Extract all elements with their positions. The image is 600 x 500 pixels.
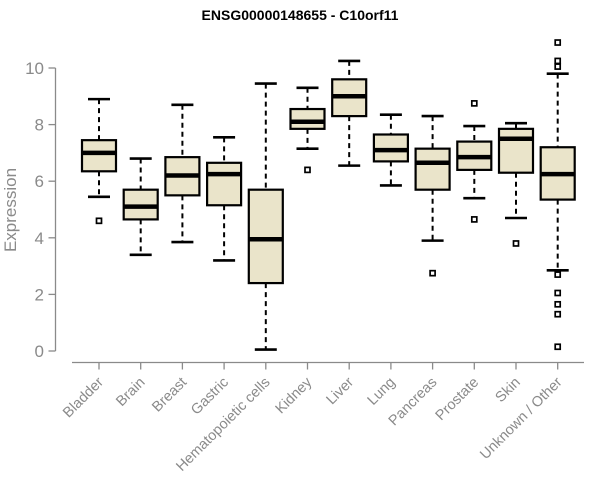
outlier-point (95, 217, 103, 225)
outlier-point (470, 100, 478, 107)
y-tick-label: 2 (35, 285, 44, 304)
outlier-point (470, 216, 478, 223)
outlier-point (554, 300, 562, 308)
iqr-box (497, 127, 535, 174)
box-unknown-other (539, 39, 576, 351)
outlier-point (554, 57, 562, 65)
x-category-label: Bladder (60, 374, 107, 421)
chart-title: ENSG00000148655 - C10orf11 (201, 7, 399, 23)
box-prostate (456, 100, 493, 223)
box-kidney (289, 86, 326, 174)
y-tick-label: 6 (35, 172, 44, 191)
box-skin (497, 121, 535, 247)
x-category-label: Kidney (273, 374, 316, 417)
y-tick-label: 4 (35, 229, 44, 248)
box-gastric (206, 136, 243, 262)
iqr-box (80, 139, 118, 173)
iqr-box (289, 107, 326, 130)
box-brain (122, 157, 159, 257)
box-hematopoietic-cells (247, 82, 284, 351)
outlier-point (554, 343, 562, 351)
iqr-box (206, 161, 243, 207)
outlier-point (554, 310, 562, 318)
x-category-label: Brain (113, 375, 148, 410)
y-axis-label: Expression (1, 168, 20, 252)
x-category-label: Liver (323, 374, 357, 408)
box-bladder (80, 97, 118, 225)
outlier-point (429, 269, 436, 277)
y-tick-label: 10 (25, 59, 44, 78)
box-lung (372, 113, 409, 187)
outlier-point (512, 240, 520, 247)
x-category-label: Skin (493, 375, 524, 406)
outlier-point (554, 271, 562, 278)
outlier-point (554, 289, 562, 297)
outlier-point (304, 166, 311, 174)
box-breast (164, 103, 201, 244)
iqr-box (247, 188, 284, 285)
x-category-label: Breast (149, 375, 190, 416)
box-liver (331, 59, 368, 167)
y-tick-label: 0 (35, 342, 44, 361)
outlier-point (554, 63, 562, 70)
box-pancreas (414, 114, 451, 277)
outlier-point (554, 39, 562, 46)
y-tick-label: 8 (35, 116, 44, 135)
x-category-label: Lung (365, 375, 399, 409)
iqr-box (414, 147, 451, 191)
x-category-label: Prostate (433, 375, 482, 424)
